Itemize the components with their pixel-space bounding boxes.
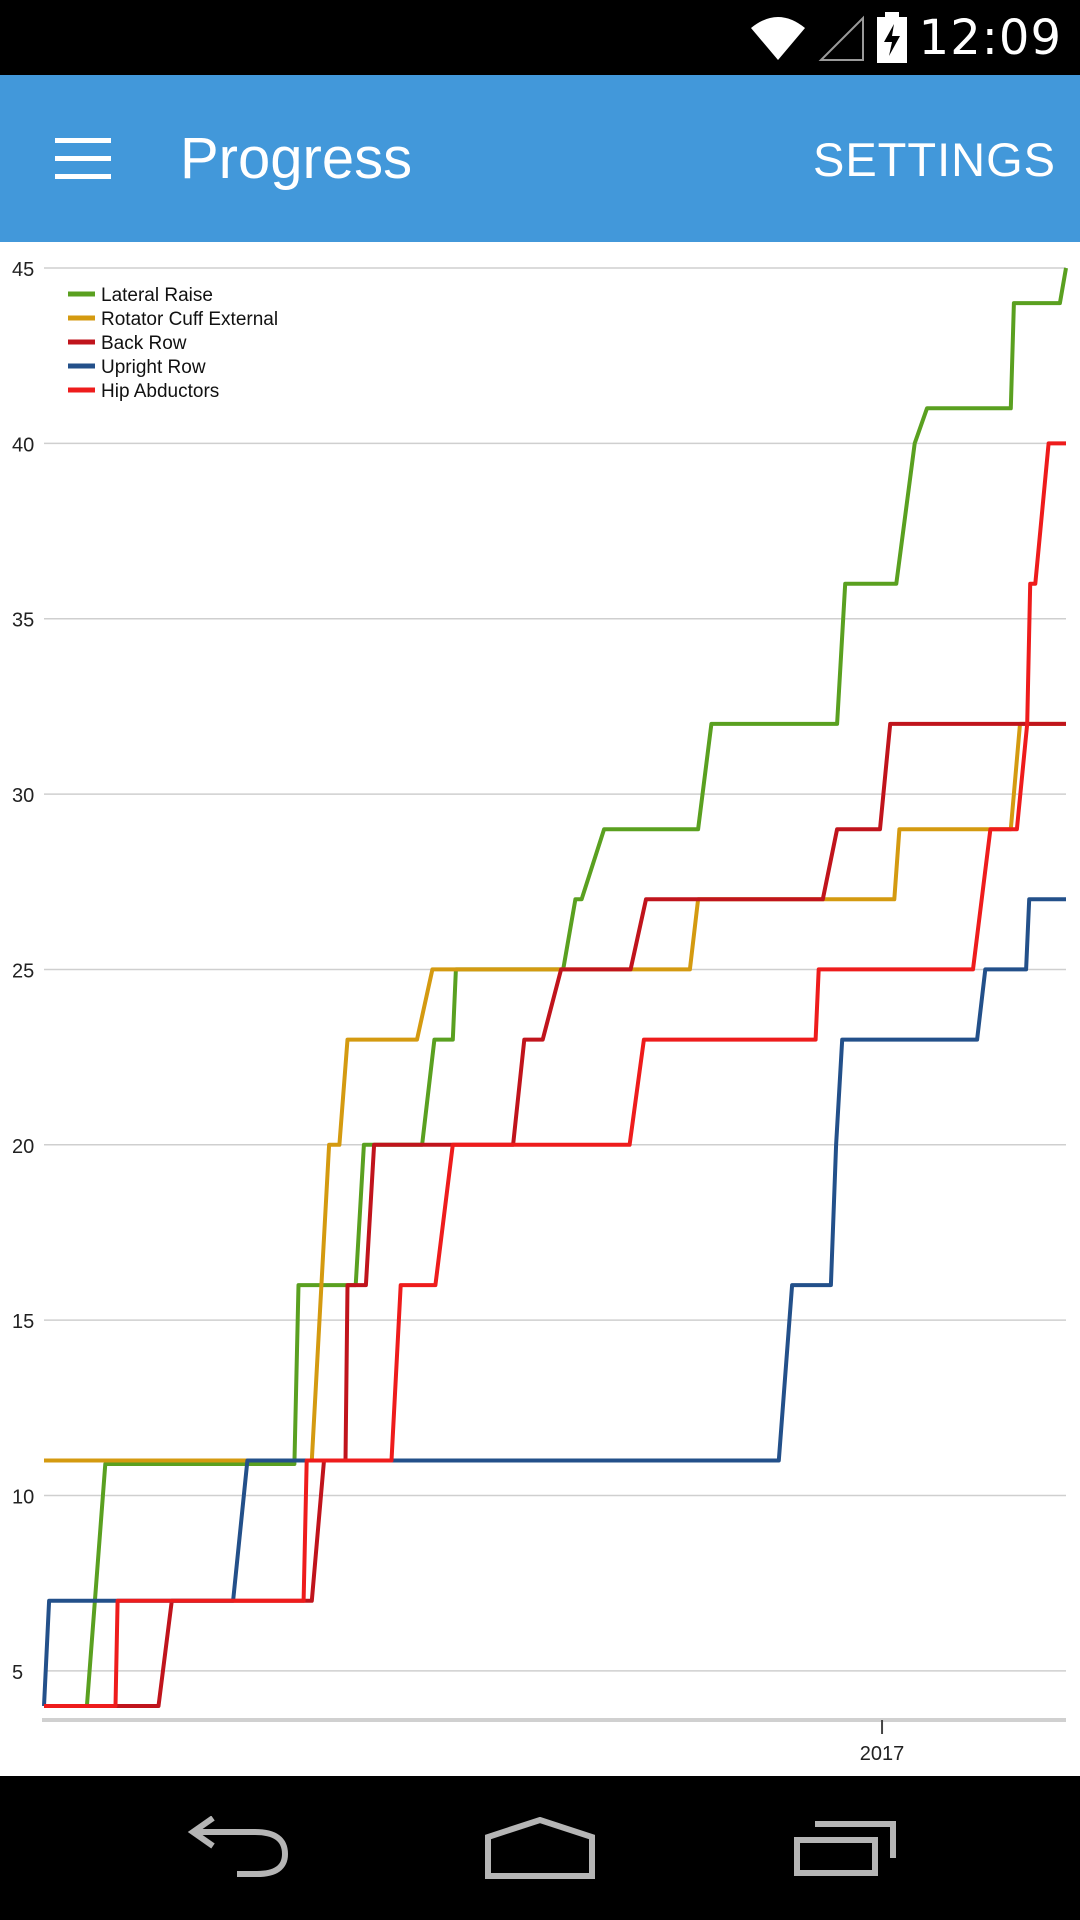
status-bar: 12:09: [0, 0, 1080, 75]
wifi-icon: [750, 16, 805, 60]
page-title: Progress: [180, 126, 413, 191]
series-line-lateral-raise: [79, 267, 1068, 1708]
y-tick-label-15: 15: [12, 1311, 34, 1333]
cell-signal-icon: [818, 15, 864, 61]
x-tick-label-0: 2017: [860, 1743, 905, 1765]
progress-chart: 5 10 15 20 25 30 35 40 45 2017 Lateral Raise Rotato…: [0, 242, 1080, 1776]
settings-button[interactable]: SETTINGS: [812, 133, 1056, 186]
status-clock: 12:09: [918, 9, 1062, 66]
y-tick-label-5: 5: [12, 1662, 23, 1684]
progress-line-chart: 5 10 15 20 25 30 35 40 45 2017 Lateral Raise Rotato…: [12, 259, 1068, 1765]
app-bar: Progress SETTINGS: [0, 75, 1080, 242]
series-line-rotator-cuff-external: [44, 721, 1066, 1463]
navigation-bar: [0, 1776, 1080, 1920]
y-tick-label-40: 40: [12, 434, 34, 456]
legend-label-0: Lateral Raise: [101, 285, 213, 306]
home-button[interactable]: [440, 1776, 640, 1920]
y-tick-label-20: 20: [12, 1136, 34, 1158]
series-line-upright-row: [42, 897, 1066, 1707]
home-icon: [485, 1817, 595, 1879]
y-tick-label-25: 25: [12, 960, 34, 982]
legend-label-2: Back Row: [101, 333, 187, 354]
series-line-back-row: [44, 721, 1066, 1708]
y-tick-label-35: 35: [12, 610, 34, 632]
hamburger-menu-icon[interactable]: [40, 118, 126, 198]
legend-label-1: Rotator Cuff External: [101, 309, 278, 330]
back-button[interactable]: [140, 1776, 340, 1920]
y-tick-label-45: 45: [12, 259, 34, 281]
battery-charging-icon: [876, 11, 907, 63]
y-tick-label-10: 10: [12, 1487, 34, 1509]
y-tick-label-30: 30: [12, 785, 34, 807]
recent-apps-icon: [794, 1821, 896, 1876]
series-line-hip-abductors: [44, 441, 1066, 1708]
back-arrow-icon: [187, 1816, 289, 1877]
legend-label-3: Upright Row: [101, 357, 206, 378]
legend-label-4: Hip Abductors: [101, 381, 219, 402]
recent-apps-button[interactable]: [745, 1776, 945, 1920]
